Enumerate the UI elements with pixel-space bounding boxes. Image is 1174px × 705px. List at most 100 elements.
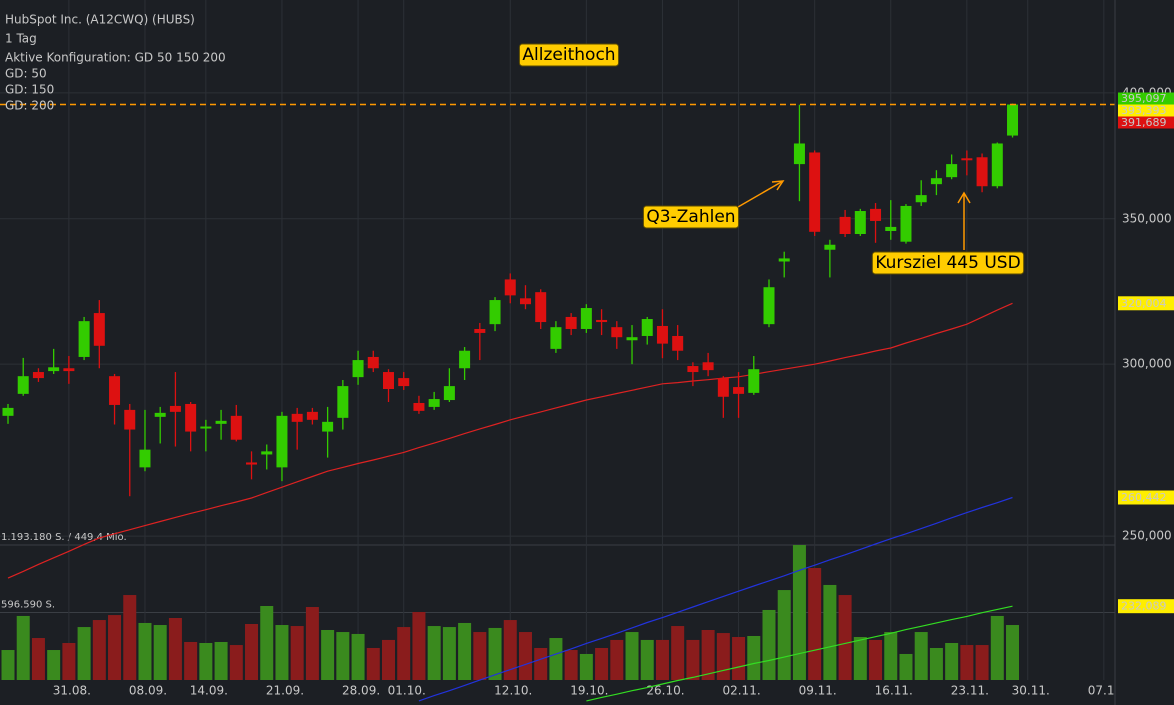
volume-bar [305, 607, 319, 680]
volume-bar [77, 627, 91, 680]
volume-bar [503, 620, 517, 680]
volume-bar [47, 650, 61, 680]
candle-body [200, 426, 212, 429]
volume-bar [168, 617, 182, 680]
volume-bar [838, 595, 852, 680]
volume-bar [397, 627, 411, 680]
candle-body [246, 462, 258, 465]
volume-bar [960, 645, 974, 680]
value-badge [1118, 490, 1174, 505]
candle-body [489, 300, 501, 325]
candle-body [337, 386, 349, 418]
candle-body [702, 362, 714, 371]
volume-bar [747, 635, 761, 680]
value-label: 320,004 [1121, 297, 1167, 310]
chart-title: HubSpot Inc. (A12CWQ) (HUBS) [5, 13, 195, 27]
volume-bar [610, 639, 624, 680]
x-tick-label: 19.10. [570, 684, 608, 698]
price-label: 391,689 [1121, 116, 1167, 129]
candle-body [580, 308, 592, 329]
candle-body [93, 313, 105, 346]
candle-body [306, 411, 318, 420]
candle-body [32, 372, 44, 379]
x-tick-label: 14.09. [190, 684, 228, 698]
price-badge [1118, 116, 1174, 129]
candle-body [748, 369, 760, 393]
candle-body [961, 158, 973, 161]
candle-body [626, 337, 638, 341]
candle-body [1007, 104, 1019, 136]
volume-bar [518, 632, 532, 680]
x-tick-label: 26.10. [646, 684, 684, 698]
candle-body [885, 226, 897, 231]
candle-body [443, 386, 455, 401]
volume-bar [853, 637, 867, 680]
y-tick-label: 250,000 [1122, 529, 1172, 543]
volume-bar [260, 606, 274, 680]
candle-body [474, 328, 486, 333]
volume-bar [366, 647, 380, 680]
volume-bar [488, 627, 502, 680]
volume-bar [671, 626, 685, 680]
price-axis: 250,000300,000350,000400,000320,004260,4… [1118, 85, 1174, 614]
volume-bar [229, 645, 243, 680]
moving-average-line [7, 302, 1013, 579]
volume-bar [884, 632, 898, 680]
candle-body [2, 407, 14, 416]
x-tick-label: 08.09. [129, 684, 167, 698]
x-tick-label: 16.11. [875, 684, 913, 698]
volume-bar [701, 629, 715, 680]
volume-bar [62, 643, 76, 680]
volume-bar [732, 637, 746, 680]
volume-bar [625, 632, 639, 680]
candle-body [48, 367, 60, 372]
legend-entry: GD: 150 [5, 83, 54, 97]
candle-body [78, 321, 90, 357]
x-tick-label: 09.11. [799, 684, 837, 698]
value-badge [1118, 599, 1174, 614]
candle-body [63, 368, 75, 372]
arrow-head [957, 191, 971, 204]
volume-bar [275, 625, 289, 680]
candle-body [504, 279, 516, 296]
volume-bar [899, 653, 913, 680]
candle-body [352, 360, 364, 378]
volume-bar [686, 639, 700, 680]
chart-subtitle: 1 Tag [5, 32, 37, 46]
x-tick-label: 21.09. [266, 684, 304, 698]
candle-body [824, 244, 836, 250]
candle-body [154, 412, 166, 417]
candle-body [793, 143, 805, 165]
candle-body [763, 287, 775, 325]
candle-body [17, 376, 29, 394]
moving-average-line [586, 605, 1013, 702]
volume-bar [427, 626, 441, 680]
legend: HubSpot Inc. (A12CWQ) (HUBS) 1 Tag Aktiv… [5, 13, 226, 113]
volume-bar [914, 632, 928, 680]
candle-body [185, 403, 197, 432]
annotation-box [518, 43, 620, 67]
moving-average-line [418, 496, 1013, 702]
volume-bar [808, 567, 822, 680]
annotation: Allzeithoch [522, 45, 615, 65]
candle-body [854, 211, 866, 235]
candle-body [915, 195, 927, 203]
volume-bar [655, 639, 669, 680]
candle-body [991, 143, 1003, 187]
volume-bar [31, 638, 45, 680]
volume-bar [534, 647, 548, 680]
volume-bar [549, 638, 563, 680]
value-label: 260,442 [1121, 491, 1167, 504]
volume-bar [869, 639, 883, 680]
x-tick-label: 23.11. [951, 684, 989, 698]
volume-bar [595, 647, 609, 680]
grid: 1.193.180 S. / 449,4 Mio. 596.590 S. 31.08… [0, 0, 1126, 698]
x-tick-label: 30.11. [1012, 684, 1050, 698]
volume-bar [123, 595, 137, 680]
volume-bar [321, 629, 335, 680]
volume-bar [16, 615, 30, 680]
candle-body [611, 327, 623, 338]
volume-bar [823, 584, 837, 680]
